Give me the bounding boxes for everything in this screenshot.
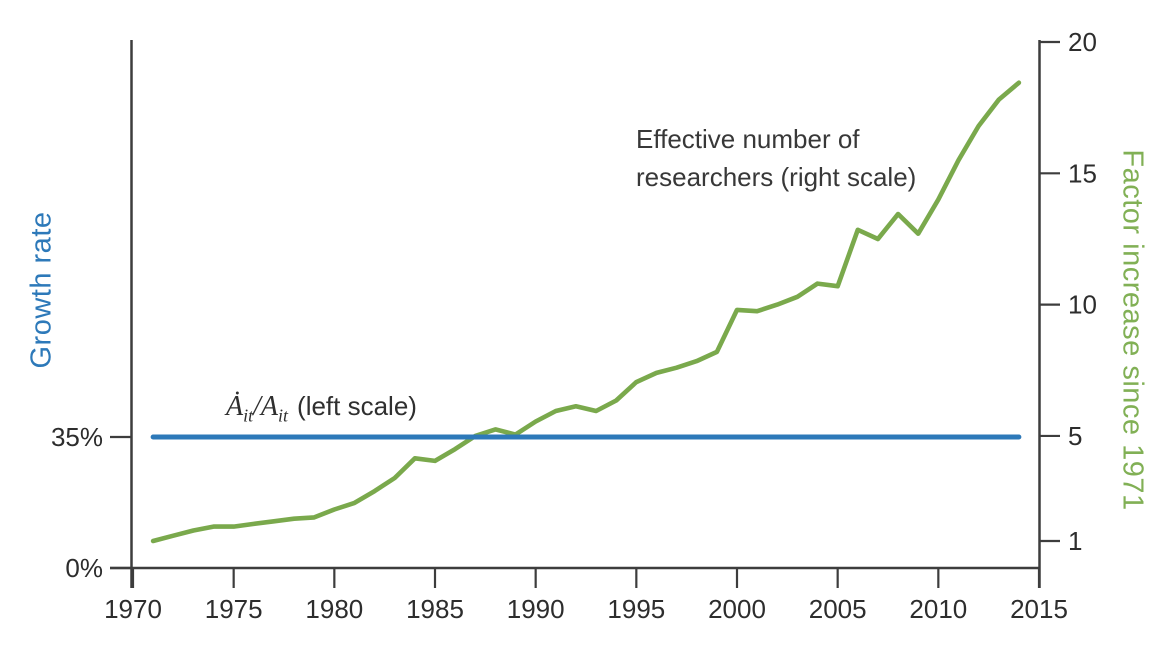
left-tick-label: 0% bbox=[65, 553, 103, 583]
researchers-series-annotation: Effective number of researchers (right s… bbox=[636, 124, 917, 192]
math-denominator-subscript: it bbox=[278, 405, 289, 426]
math-denominator: A bbox=[260, 391, 279, 422]
math-slash: / bbox=[253, 391, 261, 422]
x-tick-label: 2000 bbox=[708, 594, 766, 624]
left-tick-label: 35% bbox=[51, 422, 103, 452]
math-numerator-subscript: it bbox=[243, 405, 254, 426]
math-suffix: (left scale) bbox=[297, 391, 417, 421]
x-tick-label: 2010 bbox=[909, 594, 967, 624]
x-tick-label: 1970 bbox=[104, 594, 162, 624]
x-tick-label: 2005 bbox=[809, 594, 867, 624]
x-tick-label: 2015 bbox=[1010, 594, 1068, 624]
x-tick-label: 1980 bbox=[305, 594, 363, 624]
x-tick-label: 1990 bbox=[507, 594, 565, 624]
x-tick-label: 1985 bbox=[406, 594, 464, 624]
x-tick-label: 1975 bbox=[205, 594, 263, 624]
right-axis-title: Factor increase since 1971 bbox=[1116, 149, 1149, 511]
right-tick-label: 5 bbox=[1068, 421, 1082, 451]
x-tick-label: 1995 bbox=[607, 594, 665, 624]
left-axis-title: Growth rate bbox=[25, 211, 58, 369]
right-tick-label: 1 bbox=[1068, 526, 1082, 556]
right-tick-label: 10 bbox=[1068, 290, 1097, 320]
right-tick-label: 20 bbox=[1068, 27, 1097, 57]
math-numerator: Ȧ bbox=[226, 391, 244, 422]
growth-rate-series-annotation: Ȧit/Ait (left scale) bbox=[226, 391, 417, 426]
right-tick-label: 15 bbox=[1068, 158, 1097, 188]
researchers-line bbox=[150, 80, 1022, 544]
